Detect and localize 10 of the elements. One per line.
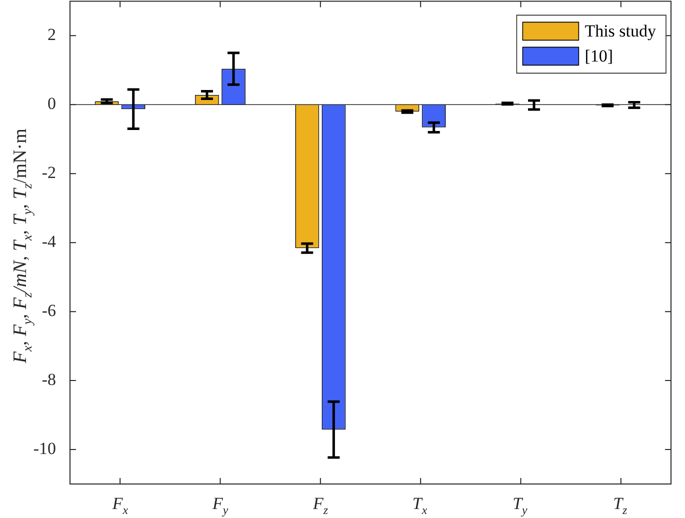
- y-tick-label: -4: [42, 232, 56, 252]
- y-tick-label: -6: [42, 301, 56, 320]
- text: Fx, Fy, Fz/mN, Tx, Ty, Tz/mN·m: [10, 128, 35, 364]
- y-tick-label: -10: [33, 438, 56, 458]
- legend-label: [10]: [584, 46, 614, 66]
- y-tick-label: 2: [48, 25, 56, 44]
- y-tick-label: -8: [42, 370, 56, 390]
- legend-label: This study: [584, 22, 656, 41]
- y-tick-label: -2: [42, 163, 56, 182]
- y-tick-label: 0: [48, 94, 56, 114]
